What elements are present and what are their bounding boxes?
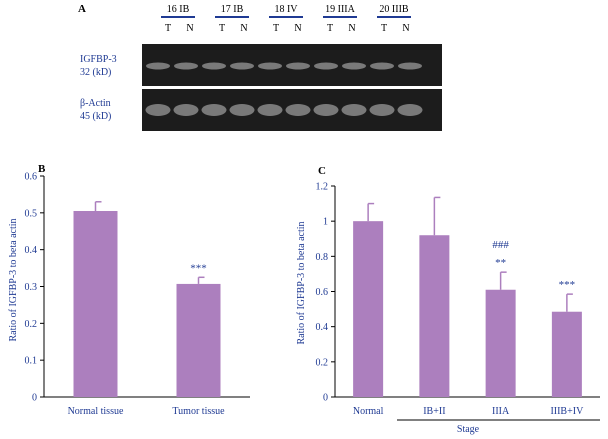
panel-b-ytick-label: 0.2 — [25, 319, 38, 330]
blot-band — [285, 104, 311, 116]
blot-band — [341, 104, 367, 116]
blot-band — [342, 62, 366, 70]
blot-band — [314, 62, 338, 70]
blot-band — [258, 62, 282, 70]
panel-c-bar — [485, 289, 516, 397]
panel-c-ytick-label: 0.2 — [316, 357, 329, 368]
panel-b-significance: *** — [190, 262, 207, 274]
panel-b: B Ratio of IGFBP-3 to beta actin 0 0.1 0.2… — [8, 163, 250, 417]
panel-c-category-label: IIIB+IV — [550, 406, 584, 417]
panel-b-ytick-label: 0.3 — [25, 282, 38, 293]
blot-band — [229, 104, 255, 116]
actin-bands — [145, 104, 423, 116]
lane-headers: 16 IB T N 17 IB T N 18 IV T N 19 IIIA T N 20 IIIB T N — [161, 4, 411, 34]
patient-label: 18 IV — [274, 4, 298, 15]
panel-b-ylabel: Ratio of IGFBP-3 to beta actin — [8, 218, 19, 341]
blot-band — [201, 104, 227, 116]
lane-label: N — [240, 23, 247, 34]
panel-c-xlabel: Stage — [457, 424, 480, 435]
patient-label: 17 IB — [221, 4, 244, 15]
actin-size: 45 (kD) — [80, 111, 111, 122]
lane-label: N — [186, 23, 193, 34]
panel-c-bar — [551, 311, 582, 397]
blot-band — [286, 62, 310, 70]
panel-a-letter: A — [78, 3, 86, 15]
panel-c-category-label: IIIA — [492, 406, 510, 417]
panel-b-category-label: Normal tissue — [68, 406, 124, 417]
blot-band — [174, 62, 198, 70]
lane-label: T — [219, 23, 225, 34]
blot-band — [202, 62, 226, 70]
igfbp3-size: 32 (kD) — [80, 67, 111, 78]
blot-band — [369, 104, 395, 116]
igfbp3-bands — [146, 62, 422, 70]
blot-band — [313, 104, 339, 116]
panel-b-bar — [73, 210, 118, 397]
lane-label: T — [273, 23, 279, 34]
patient-label: 19 IIIA — [325, 4, 355, 15]
panel-b-ytick-label: 0 — [32, 393, 37, 404]
panel-c-ytick-label: 0.8 — [316, 252, 329, 263]
lane-label: T — [381, 23, 387, 34]
panel-a: A 16 IB T N 17 IB T N 18 IV T N 19 IIIA T N 20 IIIB T… — [78, 3, 442, 131]
chart-b: 0 0.1 0.2 0.3 0.4 0.5 0.6 Normal tissue Tumor ti… — [25, 172, 250, 417]
blot-band — [173, 104, 199, 116]
panel-c-ytick-label: 1 — [323, 217, 328, 228]
lane-label: T — [327, 23, 333, 34]
blot-band — [370, 62, 394, 70]
panel-c-ytick-label: 0.6 — [316, 287, 329, 298]
lane-label: N — [294, 23, 301, 34]
lane-label: N — [402, 23, 409, 34]
blot-band — [398, 62, 422, 70]
panel-c: C Ratio of IGFBP-3 to beta actin 0 0.2 0.4… — [296, 165, 600, 435]
patient-label: 16 IB — [167, 4, 190, 15]
panel-c-ylabel: Ratio of IGFBP-3 to beta actin — [296, 221, 307, 344]
panel-c-significance: *** — [559, 279, 576, 291]
igfbp3-label: IGFBP-3 — [80, 54, 117, 65]
patient-label: 20 IIIB — [379, 4, 408, 15]
panel-b-letter: B — [38, 163, 46, 175]
panel-b-bar — [176, 283, 221, 397]
panel-c-category-label: IB+II — [423, 406, 445, 417]
panel-b-category-label: Tumor tissue — [172, 406, 225, 417]
panel-c-bar — [353, 221, 384, 397]
panel-c-significance-upper: ### — [492, 239, 509, 251]
panel-c-significance: ** — [495, 257, 506, 269]
panel-c-ytick-label: 0 — [323, 393, 328, 404]
panel-c-letter: C — [318, 165, 326, 177]
blot-band — [257, 104, 283, 116]
panel-c-ytick-label: 1.2 — [316, 182, 329, 193]
actin-label: β-Actin — [80, 98, 111, 109]
panel-b-ytick-label: 0.1 — [25, 356, 38, 367]
panel-b-ytick-label: 0.5 — [25, 208, 38, 219]
lane-label: N — [348, 23, 355, 34]
panel-c-category-label: Normal — [353, 406, 384, 417]
blot-band — [146, 62, 170, 70]
panel-c-bar — [419, 235, 450, 397]
panel-b-ytick-label: 0.4 — [25, 245, 38, 256]
blot-band — [230, 62, 254, 70]
blot-band — [397, 104, 423, 116]
blot-band — [145, 104, 171, 116]
panel-b-ytick-label: 0.6 — [25, 172, 38, 183]
chart-c: 0 0.2 0.4 0.6 0.8 1 1.2 Normal IB+II IIIA ** ### III… — [316, 182, 600, 421]
lane-label: T — [165, 23, 171, 34]
panel-c-ytick-label: 0.4 — [316, 322, 329, 333]
